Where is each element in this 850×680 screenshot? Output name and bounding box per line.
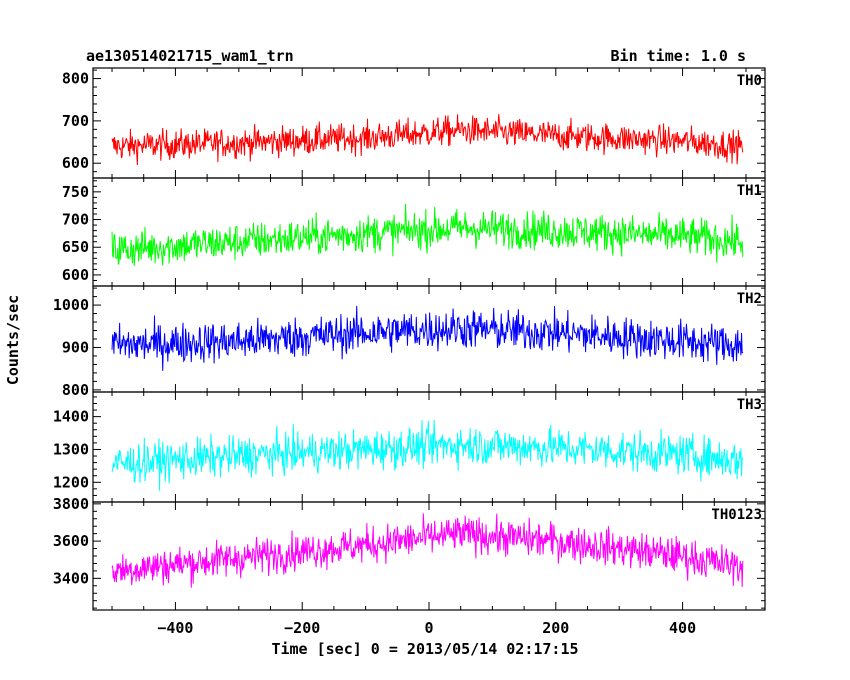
y-tick-label: 600	[62, 154, 89, 172]
y-tick-label: 1200	[53, 473, 89, 491]
y-tick-label: 800	[62, 381, 89, 399]
y-tick-label: 700	[62, 211, 89, 229]
panel-th0123: 3400 3600 3800 TH0123	[53, 495, 766, 611]
y-tick-label: 3400	[53, 569, 89, 587]
chart-title: ae130514021715_wam1_trn	[86, 47, 294, 65]
y-axis-title: Counts/sec	[4, 295, 22, 385]
x-axis: −400 −200 0 200 400	[157, 619, 696, 637]
y-tick-label: 800	[62, 70, 89, 88]
panel-frame	[92, 67, 766, 179]
y-tick-label: 3800	[53, 495, 89, 513]
x-tick-label: −200	[284, 619, 320, 637]
series-th2-line	[111, 305, 744, 371]
y-tick-label: 600	[62, 266, 89, 284]
panel-th1: 600 650 700 750 TH1	[62, 177, 766, 287]
panel-th0: 600 700 800 TH0	[62, 67, 766, 179]
x-tick-label: −400	[157, 619, 193, 637]
x-tick-label: 400	[669, 619, 696, 637]
panel-label-th2: TH2	[737, 291, 762, 307]
series-th0123-line	[111, 513, 744, 588]
y-tick-label: 3600	[53, 532, 89, 550]
y-tick-label: 650	[62, 238, 89, 256]
panel-label-th0: TH0	[737, 73, 762, 89]
panel-th3: 1200 1300 1400 TH3	[53, 391, 766, 503]
y-tick-label: 700	[62, 112, 89, 130]
bin-time-label: Bin time: 1.0 s	[611, 47, 746, 65]
y-tick-label: 900	[62, 338, 89, 356]
series-th1-line	[111, 203, 744, 266]
series-th0-line	[111, 114, 744, 166]
x-axis-title: Time [sec] 0 = 2013/05/14 02:17:15	[271, 640, 578, 658]
panel-label-th1: TH1	[737, 183, 762, 199]
panel-label-th3: TH3	[737, 397, 762, 413]
y-tick-label: 1300	[53, 440, 89, 458]
x-tick-label: 0	[424, 619, 433, 637]
series-th3-line	[111, 419, 744, 491]
panels-group: 600 700 800 TH0 600 650 700 750 TH1 800 900 1000 TH2…	[53, 67, 766, 611]
y-tick-label: 750	[62, 183, 89, 201]
panel-th2: 800 900 1000 TH2	[53, 285, 766, 399]
y-tick-label: 1000	[53, 296, 89, 314]
panel-label-th0123: TH0123	[711, 507, 762, 523]
y-tick-label: 1400	[53, 408, 89, 426]
x-tick-label: 200	[542, 619, 569, 637]
